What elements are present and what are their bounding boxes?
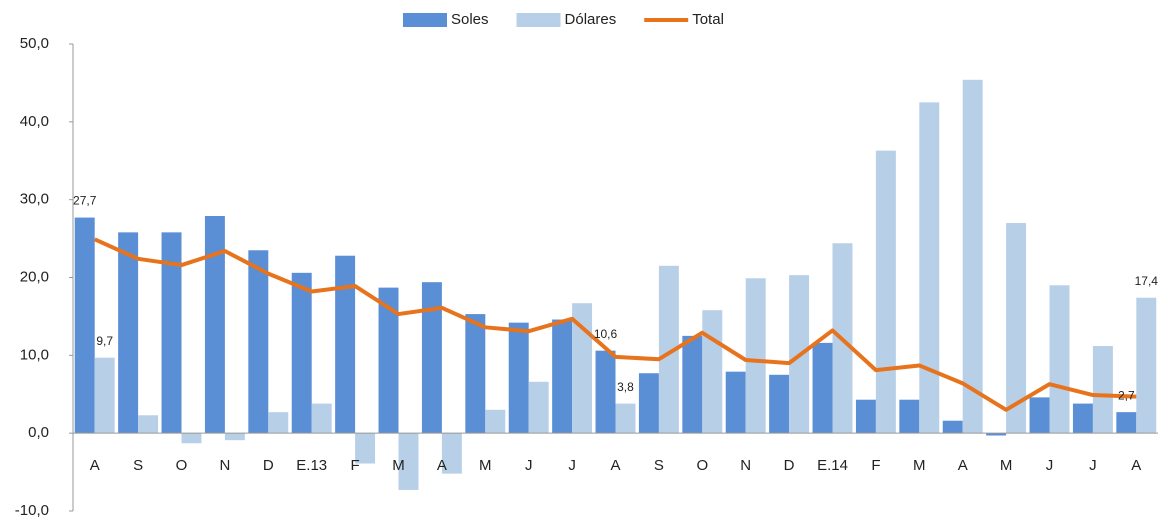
x-tick-label: A (1131, 457, 1141, 474)
data-label: 2,7 (1118, 388, 1135, 402)
x-tick-label: S (654, 457, 664, 474)
data-label: 27,7 (73, 194, 97, 208)
bar (942, 420, 963, 434)
bar (875, 150, 896, 434)
bar (1029, 397, 1050, 434)
bar (986, 433, 1007, 436)
y-tick-label: 10,0 (20, 346, 49, 363)
legend-label: Total (692, 11, 724, 28)
y-tick-label: 50,0 (20, 35, 49, 52)
bar (485, 409, 506, 434)
bar (855, 399, 876, 434)
bar (919, 102, 940, 434)
bar (1049, 285, 1070, 434)
bar (204, 216, 225, 434)
bar (615, 403, 636, 434)
bar (311, 403, 332, 434)
bar (1006, 223, 1027, 434)
x-tick-label: M (1000, 457, 1013, 474)
legend-swatch (516, 13, 561, 27)
bar (682, 335, 703, 434)
x-tick-label: E.14 (817, 457, 848, 474)
x-tick-label: E.13 (296, 457, 327, 474)
bar (658, 265, 679, 434)
bar (224, 433, 245, 441)
y-tick-label: 0,0 (28, 424, 49, 441)
data-label: 10,6 (594, 327, 618, 341)
bar (94, 357, 115, 434)
x-tick-label: A (90, 457, 100, 474)
bar (465, 314, 486, 434)
x-tick-label: A (437, 457, 447, 474)
x-tick-label: M (392, 457, 405, 474)
x-tick-label: A (958, 457, 968, 474)
bar (962, 79, 983, 434)
bar (595, 350, 616, 434)
y-tick-label: -10,0 (15, 502, 49, 519)
bar (552, 319, 573, 434)
x-tick-label: N (740, 457, 751, 474)
bar (74, 217, 95, 434)
bar (118, 232, 139, 434)
bar (138, 415, 159, 434)
bar (1136, 297, 1157, 434)
bar (268, 412, 289, 434)
bar (508, 322, 529, 434)
bar (1116, 412, 1137, 434)
data-label: 17,4 (1135, 274, 1159, 288)
bar (248, 250, 269, 434)
x-tick-label: O (696, 457, 708, 474)
bar (572, 303, 593, 434)
bar (725, 371, 746, 434)
bar (1072, 403, 1093, 434)
bar (899, 399, 920, 434)
y-tick-label: 20,0 (20, 268, 49, 285)
x-tick-label: F (351, 457, 360, 474)
total-line (93, 237, 1137, 412)
x-tick-label: S (133, 457, 143, 474)
bar (355, 433, 376, 464)
data-label: 3,8 (617, 380, 634, 394)
bar (335, 255, 356, 434)
bar (1092, 345, 1113, 434)
y-tick-label: 30,0 (20, 191, 49, 208)
bar (161, 232, 182, 434)
legend-swatch (403, 13, 447, 27)
x-tick-label: J (1046, 457, 1054, 474)
bar (638, 373, 659, 434)
bar (745, 278, 766, 434)
bar (528, 381, 549, 434)
legend-label: Dólares (565, 11, 617, 28)
x-tick-label: A (610, 457, 620, 474)
bar (181, 433, 202, 444)
x-tick-label: O (176, 457, 188, 474)
bar (398, 433, 419, 490)
bar (702, 310, 723, 434)
bar (421, 282, 442, 434)
bar (769, 374, 790, 434)
x-tick-label: M (479, 457, 492, 474)
bar (378, 287, 399, 434)
legend-label: Soles (451, 11, 489, 28)
x-tick-label: F (871, 457, 880, 474)
data-label: 9,7 (96, 334, 113, 348)
y-tick-label: 40,0 (20, 113, 49, 130)
x-tick-label: J (525, 457, 533, 474)
x-tick-label: J (568, 457, 576, 474)
x-tick-label: N (219, 457, 230, 474)
bar (812, 342, 833, 434)
x-tick-label: M (913, 457, 926, 474)
x-tick-label: D (784, 457, 795, 474)
x-tick-label: J (1089, 457, 1097, 474)
x-tick-label: D (263, 457, 274, 474)
bar (441, 433, 462, 474)
bar (291, 272, 312, 434)
